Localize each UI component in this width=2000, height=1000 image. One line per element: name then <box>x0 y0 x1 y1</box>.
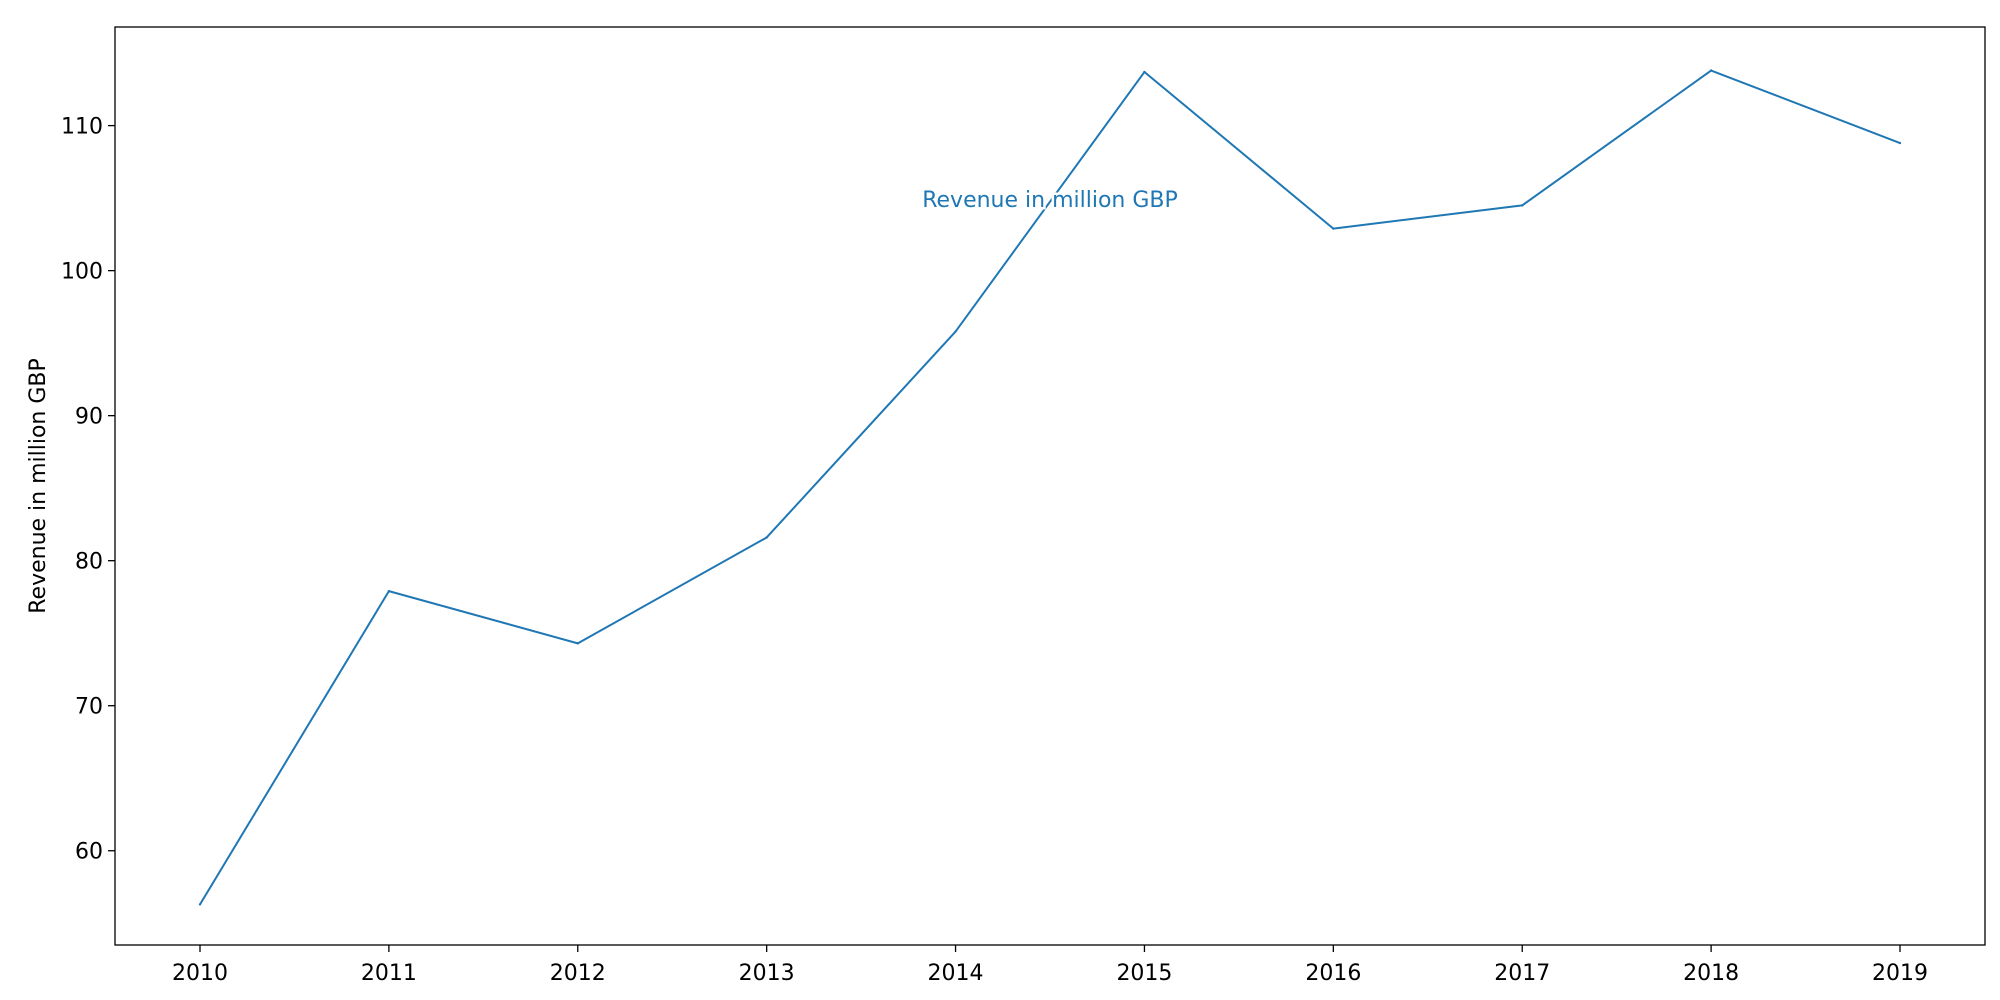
x-axis-ticks: 2010 2011 2012 2013 2014 2015 2016 2017 2018 2019 <box>172 945 1928 986</box>
data-point <box>765 536 768 539</box>
x-tick-label: 2014 <box>928 961 984 986</box>
y-axis-ticks: 60 70 80 90 100 110 <box>61 115 115 865</box>
y-tick-label: 100 <box>61 260 103 285</box>
data-point <box>1521 204 1524 207</box>
x-tick-label: 2018 <box>1683 961 1739 986</box>
y-tick-label: 60 <box>75 840 103 865</box>
series-revenue <box>198 69 1902 906</box>
y-tick-label: 80 <box>75 550 103 575</box>
data-point <box>1143 70 1146 74</box>
data-point <box>1709 69 1713 72</box>
x-tick-label: 2019 <box>1872 961 1928 986</box>
x-tick-label: 2012 <box>550 961 606 986</box>
x-tick-label: 2013 <box>739 961 795 986</box>
data-point <box>198 903 202 906</box>
data-point <box>387 589 391 593</box>
data-point <box>1898 141 1902 145</box>
x-tick-label: 2010 <box>172 961 228 986</box>
y-tick-label: 70 <box>75 695 103 720</box>
series-line <box>199 69 1901 905</box>
x-tick-label: 2011 <box>361 961 417 986</box>
x-tick-label: 2015 <box>1116 961 1172 986</box>
data-point <box>954 330 957 333</box>
data-point <box>1332 227 1335 230</box>
x-tick-label: 2017 <box>1494 961 1550 986</box>
y-tick-label: 110 <box>61 115 103 140</box>
y-tick-label: 90 <box>75 405 103 430</box>
x-tick-label: 2016 <box>1305 961 1361 986</box>
plot-area-frame <box>114 26 1986 946</box>
y-axis-label: Revenue in million GBP <box>26 358 51 614</box>
chart-annotation: Revenue in million GBP <box>922 188 1178 213</box>
data-point <box>576 642 579 645</box>
